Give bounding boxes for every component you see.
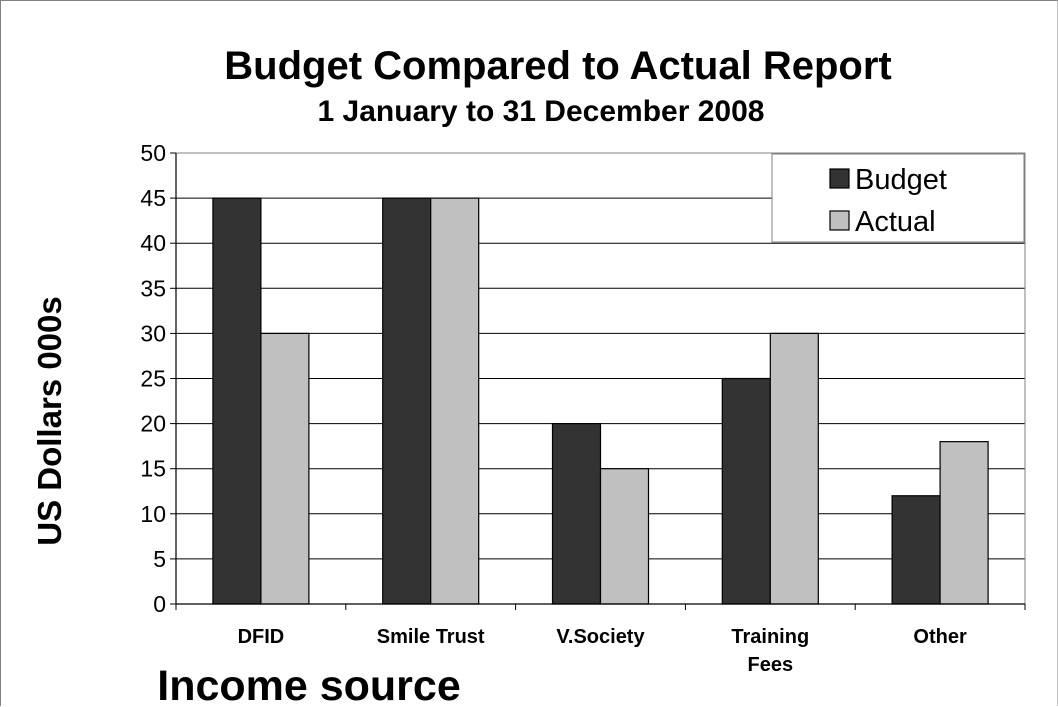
bar-actual-0 (260, 332, 310, 605)
y-tick-label: 35 (140, 275, 166, 301)
x-tick-label: V.Society (556, 626, 645, 648)
x-tick-labels: DFID Smile Trust V.Society Training Fees Othe… (238, 626, 967, 676)
gridlines (176, 197, 1025, 560)
x-tick-label: Smile Trust (377, 626, 485, 648)
x-tick-label: Fees (748, 654, 794, 676)
bar-actual-2 (599, 468, 650, 605)
y-tick-label: 0 (153, 591, 166, 617)
bar-budget-4 (891, 495, 941, 605)
x-axis-label: Income source (157, 662, 461, 707)
legend: Budget Actual (771, 153, 1025, 243)
bar-actual-3 (769, 332, 819, 605)
legend-label-actual: Actual (855, 206, 936, 238)
y-tick-label: 45 (140, 185, 166, 211)
axes (170, 152, 1026, 610)
bar-budget-3 (721, 377, 771, 605)
chart-title: Budget Compared to Actual Report (224, 44, 891, 88)
y-axis-label: US Dollars 000s (31, 296, 68, 545)
x-tick-label: Training (731, 626, 809, 648)
bar-actual-4 (939, 441, 989, 605)
bars (212, 197, 989, 605)
legend-swatch-budget (829, 168, 850, 189)
bar-budget-2 (551, 423, 602, 605)
y-tick-label: 20 (140, 411, 166, 437)
legend-label-budget: Budget (855, 164, 947, 196)
bar-budget-0 (212, 197, 262, 605)
y-tick-label: 10 (140, 501, 166, 527)
y-tick-label: 50 (140, 140, 166, 166)
x-tick-label: DFID (238, 626, 285, 648)
y-tick-label: 40 (140, 230, 166, 256)
bar-budget-1 (382, 197, 432, 605)
y-tick-label: 30 (140, 320, 166, 346)
legend-swatch-actual (829, 210, 850, 231)
y-tick-label: 15 (140, 456, 166, 482)
legend-box (771, 153, 1025, 243)
bar-actual-1 (430, 197, 480, 605)
y-tick-labels: 0 5 10 15 20 25 30 35 40 45 50 (140, 140, 166, 617)
chart-subtitle: 1 January to 31 December 2008 (318, 95, 765, 128)
y-tick-label: 25 (140, 366, 166, 392)
y-tick-label: 5 (153, 546, 166, 572)
x-tick-label: Other (913, 626, 967, 648)
